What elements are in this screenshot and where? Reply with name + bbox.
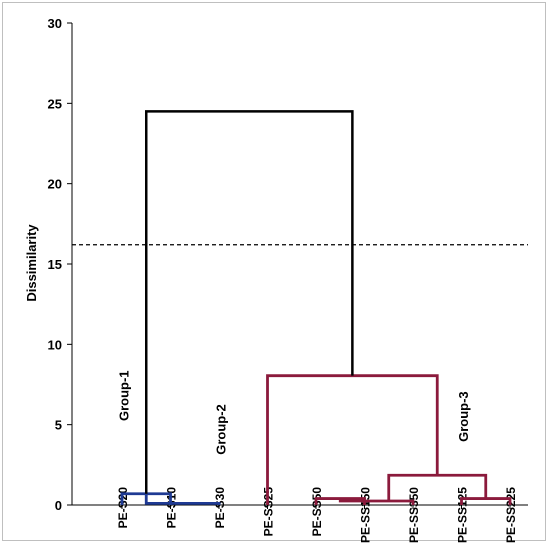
group-label: Group-3 <box>456 391 471 442</box>
x-tick-label: PE-SS350 <box>407 487 421 543</box>
dendrogram-links <box>120 110 512 505</box>
axes: 0 5 10 15 20 25 30 PE-S20 PE-S10 PE-S30 PE-SS25 PE-… <box>48 16 528 543</box>
x-tick-label: PE-SS225 <box>504 487 518 543</box>
dendrogram-link <box>266 374 439 505</box>
y-tick-label: 5 <box>55 418 62 433</box>
y-tick-label: 25 <box>48 96 62 111</box>
dendrogram-link <box>144 493 221 505</box>
annotations: Group-1 Group-2 Group-3 <box>72 244 528 455</box>
group-label: Group-1 <box>116 370 131 421</box>
y-tick-label: 0 <box>55 498 62 513</box>
dendrogram-link <box>338 498 415 505</box>
y-tick-label: 10 <box>48 337 62 352</box>
x-tick-label: PE-SS50 <box>310 487 324 537</box>
y-tick-label: 15 <box>48 257 62 272</box>
group-label: Group-2 <box>213 404 228 455</box>
y-axis-label: Dissimilarity <box>24 224 39 302</box>
y-tick-label: 20 <box>48 177 62 192</box>
x-tick-label: PE-SS125 <box>456 487 470 543</box>
dendrogram-link <box>387 473 488 501</box>
y-tick-label: 30 <box>48 16 62 31</box>
x-tick-label: PE-S20 <box>116 487 130 529</box>
x-tick-label: PE-S30 <box>213 487 227 529</box>
chart-frame <box>2 2 546 541</box>
dendrogram-link <box>145 110 354 494</box>
x-tick-label: PE-SS25 <box>262 487 276 537</box>
x-tick-label: PE-S10 <box>165 487 179 529</box>
x-tick-label: PE-SS150 <box>359 487 373 543</box>
